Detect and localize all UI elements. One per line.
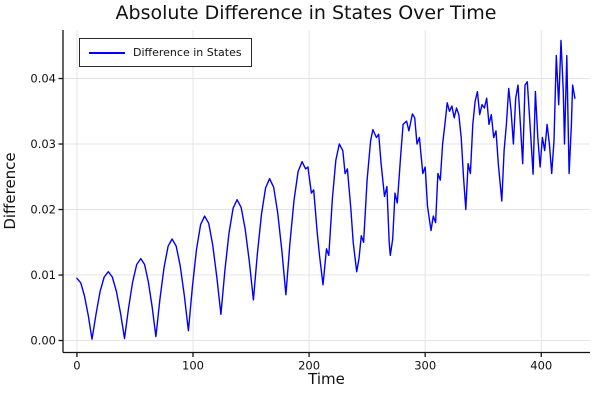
legend-label: Difference in States (133, 46, 242, 59)
y-tick-label: 0.04 (30, 72, 56, 86)
x-tick-label: 100 (182, 359, 204, 373)
legend-box: Difference in States (79, 38, 252, 67)
x-axis-label: Time (308, 370, 345, 388)
y-tick-label: 0.03 (30, 137, 56, 151)
x-tick-label: 400 (530, 359, 552, 373)
x-tick-label: 300 (414, 359, 436, 373)
chart-title: Absolute Difference in States Over Time (115, 2, 497, 24)
x-tick-label: 0 (73, 359, 80, 373)
legend-line-sample-icon (89, 51, 125, 54)
y-axis-label: Difference (1, 152, 19, 230)
y-tick-label: 0.01 (30, 268, 56, 282)
y-tick-label: 0.00 (30, 334, 56, 348)
y-tick-label: 0.02 (30, 203, 56, 217)
data-series-line (76, 39, 576, 340)
x-tick-label: 200 (298, 359, 320, 373)
